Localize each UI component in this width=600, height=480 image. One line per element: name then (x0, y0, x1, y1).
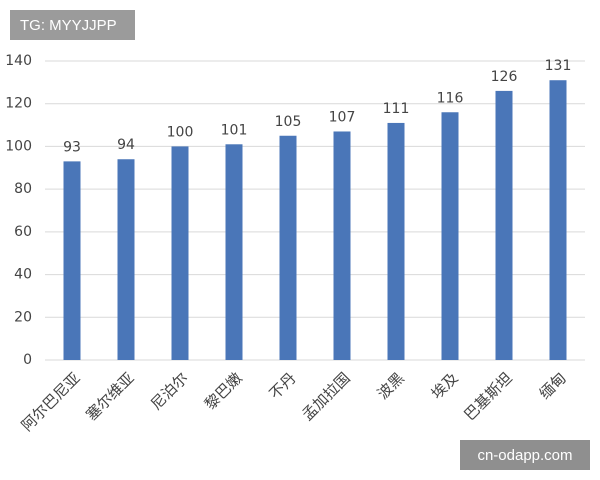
data-label: 94 (117, 137, 135, 153)
data-label: 111 (383, 101, 410, 117)
bar (225, 144, 243, 360)
watermark-box (10, 10, 135, 40)
y-tick-label: 40 (14, 267, 32, 283)
y-tick-label: 20 (14, 309, 32, 325)
data-label: 107 (329, 109, 356, 125)
x-tick-label: 黎巴嫩 (201, 369, 246, 414)
x-tick-label: 尼泊尔 (147, 369, 192, 414)
bar (441, 112, 459, 360)
bar (117, 159, 135, 360)
y-tick-label: 120 (5, 96, 32, 112)
x-tick-label: 埃及 (428, 369, 462, 403)
data-label: 100 (167, 124, 194, 140)
bar (333, 131, 351, 360)
bar (495, 90, 513, 361)
data-label: 131 (545, 58, 572, 74)
y-tick-label: 60 (14, 224, 32, 240)
y-tick-label: 80 (14, 181, 32, 197)
x-tick-label: 缅甸 (536, 369, 570, 403)
bar (549, 80, 567, 360)
watermark-text: TG: MYYJJPP (20, 17, 117, 34)
data-label: 105 (275, 114, 302, 130)
x-tick-label: 孟加拉国 (298, 369, 353, 424)
x-tick-label: 塞尔维亚 (82, 369, 137, 424)
x-tick-label: 波黑 (374, 369, 408, 403)
x-tick-label: 阿尔巴尼亚 (18, 369, 84, 435)
x-tick-label: 不丹 (266, 369, 300, 403)
data-label: 126 (491, 69, 518, 85)
data-label: 101 (221, 122, 248, 138)
data-label: 116 (437, 90, 464, 106)
y-tick-label: 0 (23, 352, 32, 368)
bar (63, 161, 81, 360)
y-tick-label: 140 (5, 53, 32, 69)
bar (171, 146, 189, 360)
watermark-box (460, 440, 590, 470)
bar (387, 122, 405, 360)
data-label: 93 (63, 139, 81, 155)
watermark-text: cn-odapp.com (477, 447, 572, 464)
bar (279, 135, 297, 360)
y-tick-label: 100 (5, 138, 32, 154)
x-tick-label: 巴基斯坦 (460, 369, 515, 424)
